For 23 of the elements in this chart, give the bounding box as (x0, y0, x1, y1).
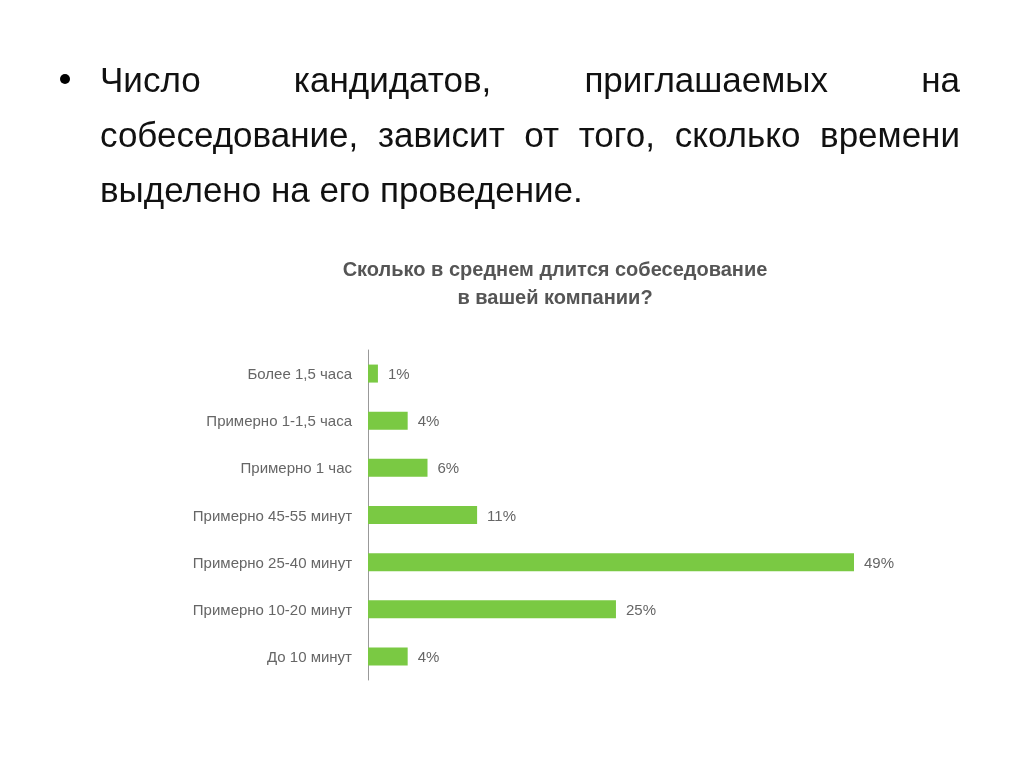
y-tick-label: Примерно 45-55 минут (192, 506, 353, 524)
y-tick-label: До 10 минут (266, 647, 353, 665)
data-label: 49% (864, 553, 895, 571)
y-tick-label: Примерно 25-40 минут (192, 553, 353, 571)
y-tick-label: Примерно 10-20 минут (192, 600, 353, 618)
bar (368, 600, 616, 619)
data-label: 25% (625, 600, 656, 618)
chart-title: Число кандидатов, приглашаемых на собеседование, зависит от того, сколько времени выделено на его проведение. (100, 59, 960, 211)
data-label: 11% (487, 506, 517, 524)
y-tick-label: Более 1,5 часа (247, 365, 353, 383)
data-label: 4% (417, 647, 440, 665)
y-tick-label: Примерно 1-1,5 часа (206, 412, 353, 430)
bar (368, 411, 408, 430)
bar (368, 364, 378, 383)
data-label: 6% (437, 459, 460, 477)
chart-subtitle: Сколько в среднем длится собеседование в вашей компании? (342, 258, 768, 308)
data-label: 1% (387, 365, 410, 383)
bar (368, 553, 854, 572)
bar (368, 647, 408, 666)
bar (368, 506, 478, 524)
bar (368, 458, 428, 477)
data-label: 4% (417, 412, 440, 430)
y-tick-label: Примерно 1 час (240, 459, 353, 477)
